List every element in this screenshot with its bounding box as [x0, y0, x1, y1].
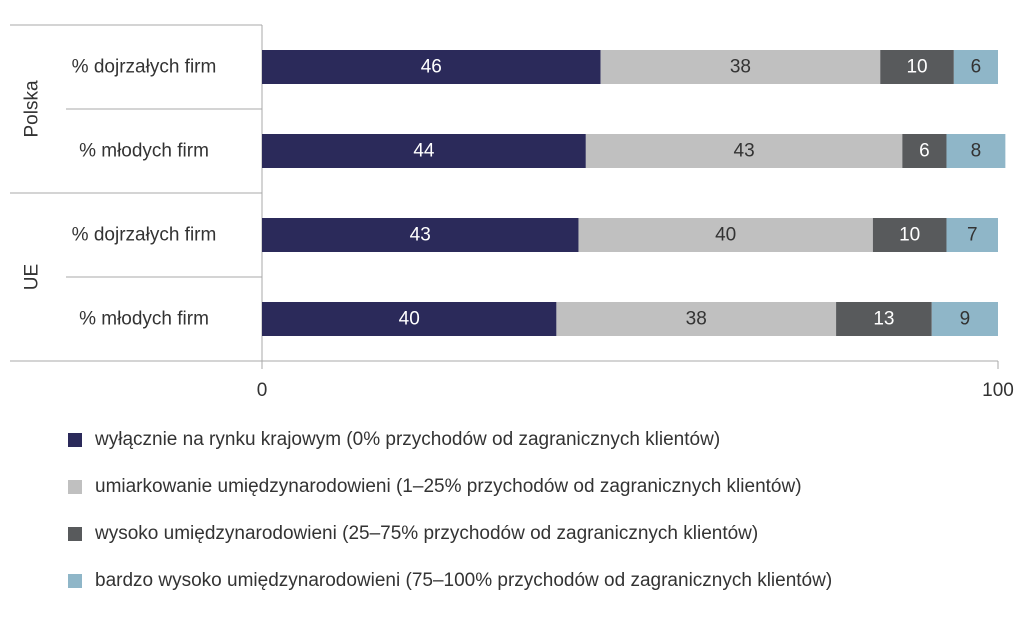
data-label: 40	[399, 309, 420, 330]
x-tick-label: 100	[982, 380, 1014, 401]
legend-item: wyłącznie na rynku krajowym (0% przychod…	[68, 428, 832, 452]
x-axis-ticks: 0 100	[257, 380, 1014, 401]
bar-segment	[931, 302, 998, 336]
bar-segment	[600, 50, 881, 84]
x-tick-label: 0	[257, 380, 268, 401]
data-label: 7	[967, 225, 978, 246]
data-label: 10	[906, 57, 927, 78]
bar-segment	[902, 134, 947, 168]
bar-segment	[836, 302, 932, 336]
category-label: % dojrzałych firm	[72, 57, 217, 78]
category-label: % dojrzałych firm	[72, 225, 217, 246]
category-label: % młodych firm	[79, 141, 209, 162]
data-label: 43	[410, 225, 431, 246]
bar-segment	[262, 218, 579, 252]
data-label: 40	[715, 225, 736, 246]
bar-segment	[946, 134, 1006, 168]
legend-item: wysoko umiędzynarodowieni (25–75% przych…	[68, 522, 832, 546]
data-label: 46	[421, 57, 442, 78]
bar-segment	[880, 50, 954, 84]
legend-item: umiarkowanie umiędzynarodowieni (1–25% p…	[68, 475, 832, 499]
data-label: 6	[971, 57, 982, 78]
group-label: Polska	[22, 80, 43, 137]
bar-segment	[953, 50, 998, 84]
group-label: UE	[22, 264, 43, 290]
legend-swatch	[68, 574, 82, 588]
legend-label: wysoko umiędzynarodowieni (25–75% przych…	[95, 523, 759, 544]
data-label: 9	[960, 309, 971, 330]
data-label: 8	[971, 141, 982, 162]
bar-segment	[946, 218, 998, 252]
legend-swatch	[68, 480, 82, 494]
data-label: 6	[919, 141, 930, 162]
legend-swatch	[68, 433, 82, 447]
data-label: 10	[899, 225, 920, 246]
bar-segment	[585, 134, 903, 168]
bar-segment	[578, 218, 873, 252]
category-labels: Polska % dojrzałych firm % młodych firm UE%…	[22, 57, 217, 330]
legend-label: wyłącznie na rynku krajowym (0% przychod…	[95, 429, 721, 450]
bars: 46 38 10 6 44 43 6 8 43 40 10 7 40 38 13 9	[262, 50, 1006, 336]
legend-label: bardzo wysoko umiędzynarodowieni (75–100…	[95, 570, 833, 591]
data-label: 13	[873, 309, 894, 330]
bar-segment	[262, 134, 586, 168]
legend-label: umiarkowanie umiędzynarodowieni (1–25% p…	[95, 476, 802, 497]
data-label: 38	[686, 309, 707, 330]
data-label: 44	[413, 141, 435, 162]
legend-item: bardzo wysoko umiędzynarodowieni (75–100…	[68, 569, 832, 593]
legend-swatch	[68, 527, 82, 541]
category-label: % młodych firm	[79, 309, 209, 330]
data-label: 38	[730, 57, 751, 78]
chart: Polska % dojrzałych firm % młodych firm UE%…	[10, 24, 1014, 401]
bar-segment	[262, 50, 601, 84]
data-label: 43	[734, 141, 755, 162]
bar-segment	[262, 302, 557, 336]
bar-segment	[872, 218, 947, 252]
legend: wyłącznie na rynku krajowym (0% przychod…	[68, 428, 832, 616]
bar-segment	[556, 302, 837, 336]
